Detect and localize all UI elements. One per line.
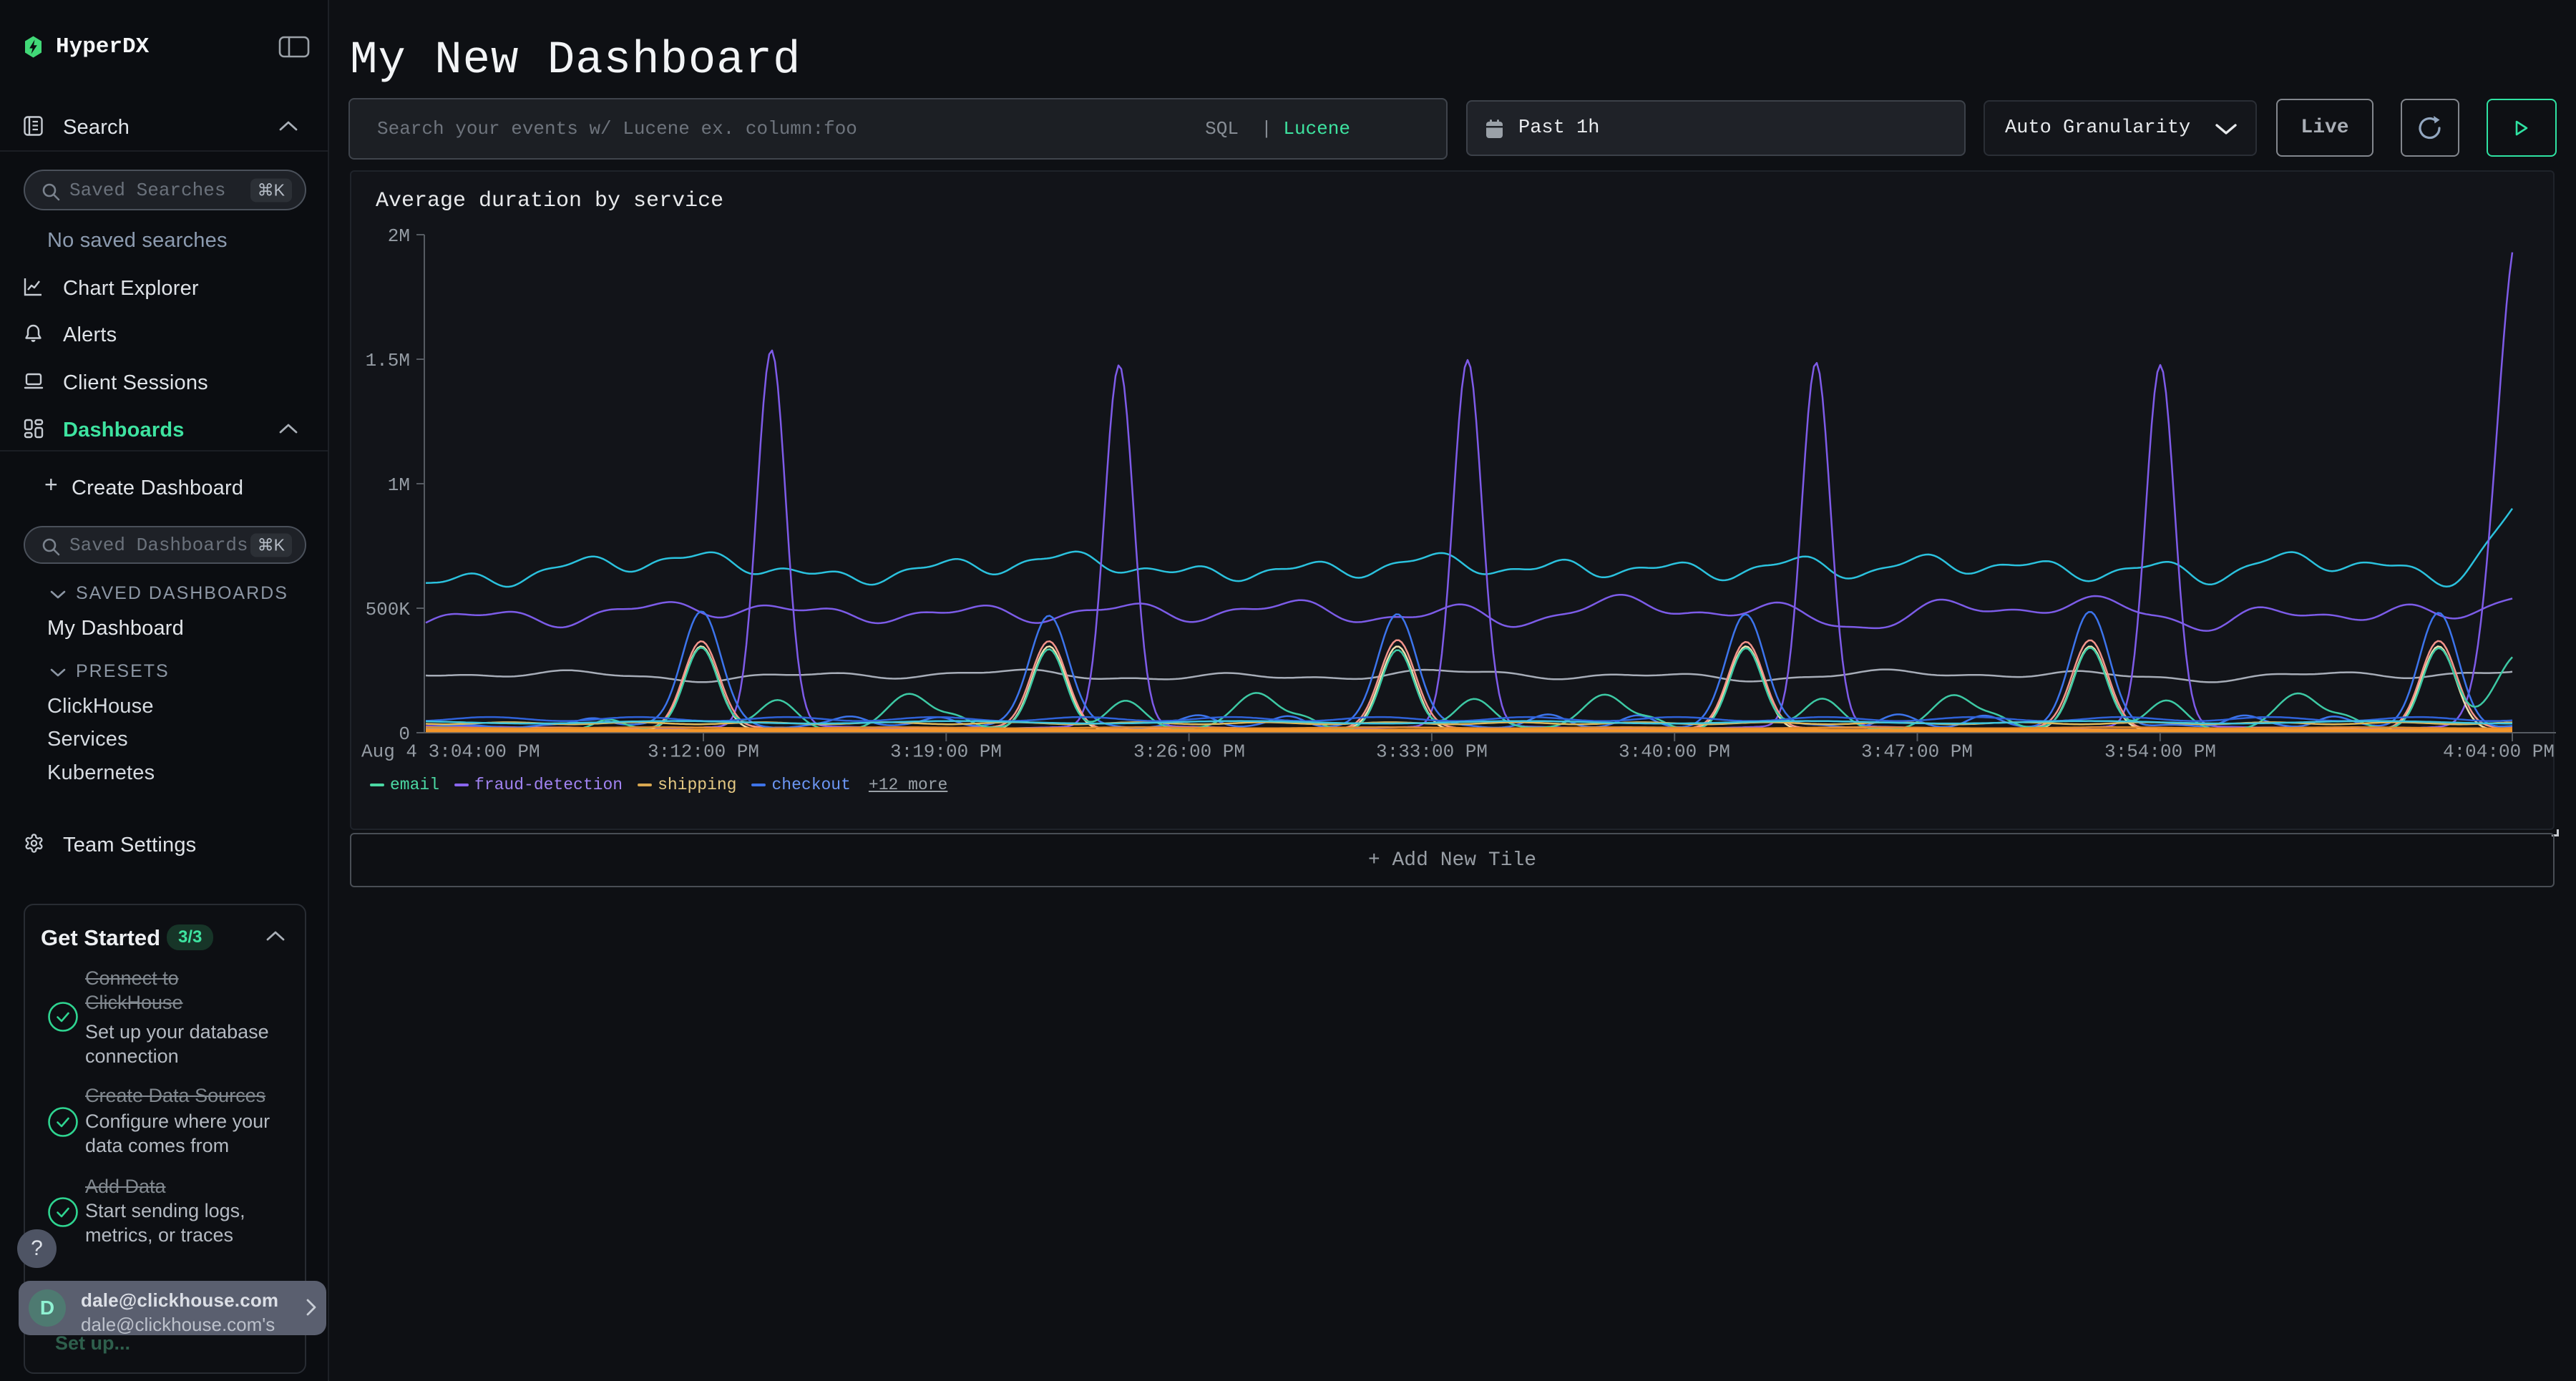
svg-text:3:19:00 PM: 3:19:00 PM — [890, 741, 1002, 763]
svg-text:2M: 2M — [388, 225, 410, 247]
svg-text:3:40:00 PM: 3:40:00 PM — [1619, 741, 1730, 763]
svg-text:3:47:00 PM: 3:47:00 PM — [1861, 741, 1973, 763]
svg-text:1.5M: 1.5M — [366, 350, 410, 371]
svg-text:3:54:00 PM: 3:54:00 PM — [2104, 741, 2216, 763]
svg-text:3:12:00 PM: 3:12:00 PM — [648, 741, 759, 763]
svg-text:3:26:00 PM: 3:26:00 PM — [1133, 741, 1245, 763]
svg-text:1M: 1M — [388, 474, 410, 496]
svg-text:3:33:00 PM: 3:33:00 PM — [1376, 741, 1488, 763]
svg-text:500K: 500K — [366, 599, 411, 620]
svg-text:0: 0 — [399, 723, 410, 745]
svg-text:Aug 4 3:04:00 PM: Aug 4 3:04:00 PM — [361, 741, 540, 763]
svg-text:4:04:00 PM: 4:04:00 PM — [2443, 741, 2555, 763]
